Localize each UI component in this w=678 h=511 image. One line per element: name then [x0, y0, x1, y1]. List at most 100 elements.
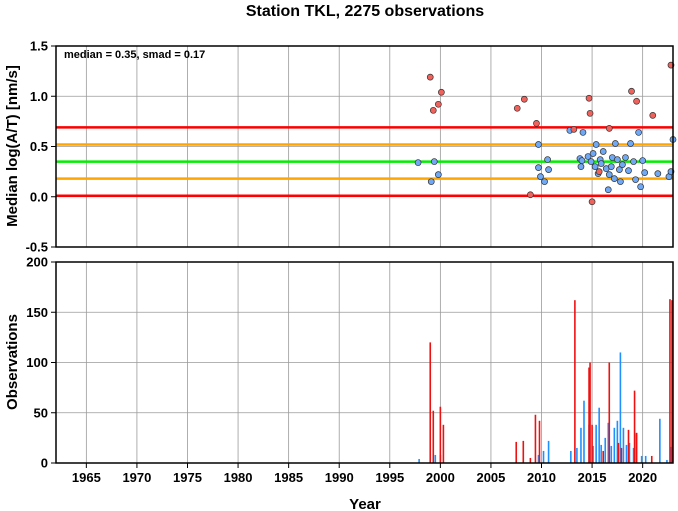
- obs-bar: [617, 442, 620, 463]
- y-tick-label: 200: [26, 255, 48, 270]
- x-tick-label: 1975: [173, 470, 202, 485]
- data-point: [604, 186, 612, 194]
- obs-bar: [670, 446, 672, 463]
- obs-bar: [628, 442, 631, 463]
- obs-bar: [432, 410, 435, 463]
- data-point: [630, 158, 637, 165]
- x-tick-label: 1985: [274, 470, 303, 485]
- data-point: [434, 171, 442, 178]
- data-point: [610, 175, 618, 183]
- bottom-y-axis-label: Observations: [4, 314, 21, 410]
- obs-bar: [418, 458, 420, 463]
- data-point: [438, 88, 445, 96]
- data-point: [611, 140, 619, 147]
- obs-bar: [608, 362, 611, 463]
- top-y-axis-label: Median log(A/T) [nm/s]: [4, 65, 21, 227]
- obs-bar: [607, 422, 610, 463]
- data-point: [597, 160, 605, 167]
- data-point: [585, 94, 593, 102]
- data-point: [592, 141, 600, 148]
- obs-bar: [613, 427, 616, 463]
- y-tick-label: 0.0: [30, 189, 48, 204]
- obs-bar: [515, 441, 518, 463]
- obs-bar: [434, 454, 437, 463]
- top-y-ticks: -0.5 0.0 0.5 1.0 1.5: [26, 39, 56, 255]
- y-tick-label: 100: [26, 355, 48, 370]
- data-point: [570, 126, 578, 133]
- data-point: [641, 169, 649, 176]
- y-tick-label: 0.5: [30, 139, 48, 154]
- obs-bar: [625, 444, 628, 463]
- obs-bar: [591, 424, 593, 463]
- chart-title: Station TKL, 2275 observations: [246, 3, 484, 20]
- obs-bar: [640, 455, 643, 463]
- bottom-panel: 0 50 100 150 200 1965 1970 1975 1980 1985 1990 199…: [4, 255, 674, 511]
- data-point: [614, 156, 621, 163]
- data-point: [427, 178, 435, 186]
- bottom-y-ticks: 0 50 100 150 200: [26, 255, 56, 471]
- x-tick-label: 2015: [578, 470, 607, 485]
- data-point: [635, 129, 642, 136]
- data-point: [579, 129, 587, 136]
- y-tick-label: 150: [26, 305, 48, 320]
- scatter-points: [414, 61, 677, 206]
- x-tick-label: 1970: [122, 470, 151, 485]
- obs-bar: [583, 400, 585, 463]
- obs-bar: [542, 450, 545, 463]
- top-panel: -0.5 0.0 0.5 1.0 1.5 median = 0.35, smad = 0…: [4, 39, 677, 255]
- obs-bar: [574, 300, 576, 463]
- threshold-lines: [56, 126, 673, 197]
- x-tick-label: 1980: [224, 470, 253, 485]
- data-point: [639, 157, 647, 164]
- data-point: [589, 150, 597, 157]
- data-point: [628, 87, 635, 95]
- obs-bar: [659, 418, 661, 463]
- data-point: [599, 148, 607, 155]
- data-point: [535, 141, 542, 148]
- data-point: [520, 95, 528, 103]
- data-point: [619, 161, 626, 168]
- data-point: [654, 170, 662, 177]
- obs-bar: [622, 427, 625, 463]
- obs-bar: [576, 447, 578, 463]
- data-point: [537, 173, 544, 180]
- data-point: [616, 166, 623, 173]
- data-point: [633, 97, 640, 105]
- data-point: [414, 159, 422, 166]
- data-point: [622, 154, 629, 161]
- obs-bar: [604, 437, 607, 463]
- data-point: [632, 176, 639, 184]
- obs-bar: [632, 447, 635, 463]
- data-point: [434, 100, 442, 108]
- y-tick-label: 50: [34, 405, 48, 420]
- data-point: [541, 178, 548, 186]
- y-tick-label: 1.5: [30, 39, 48, 54]
- obs-bar: [570, 450, 572, 463]
- data-point: [527, 191, 534, 199]
- obs-bar: [600, 444, 602, 463]
- obs-bar: [588, 367, 590, 463]
- data-point: [535, 164, 542, 171]
- obs-bar: [538, 420, 541, 463]
- stats-annotation: median = 0.35, smad = 0.17: [64, 49, 205, 61]
- data-point: [617, 178, 624, 186]
- x-tick-label: 2005: [476, 470, 505, 485]
- obs-bar: [547, 440, 550, 463]
- obs-bar: [650, 455, 653, 463]
- obs-bar: [620, 447, 623, 463]
- data-point: [430, 158, 438, 165]
- y-tick-label: 0: [41, 456, 48, 471]
- top-grid: [56, 45, 673, 248]
- data-point: [578, 157, 586, 164]
- data-point: [627, 140, 634, 147]
- data-point: [513, 104, 521, 112]
- data-point: [605, 171, 613, 178]
- data-point: [637, 183, 644, 191]
- x-tick-label: 2020: [628, 470, 657, 485]
- obs-bar: [529, 457, 532, 463]
- obs-bar: [671, 300, 673, 463]
- data-point: [533, 120, 540, 127]
- y-tick-label: -0.5: [26, 240, 48, 255]
- data-point: [587, 158, 595, 165]
